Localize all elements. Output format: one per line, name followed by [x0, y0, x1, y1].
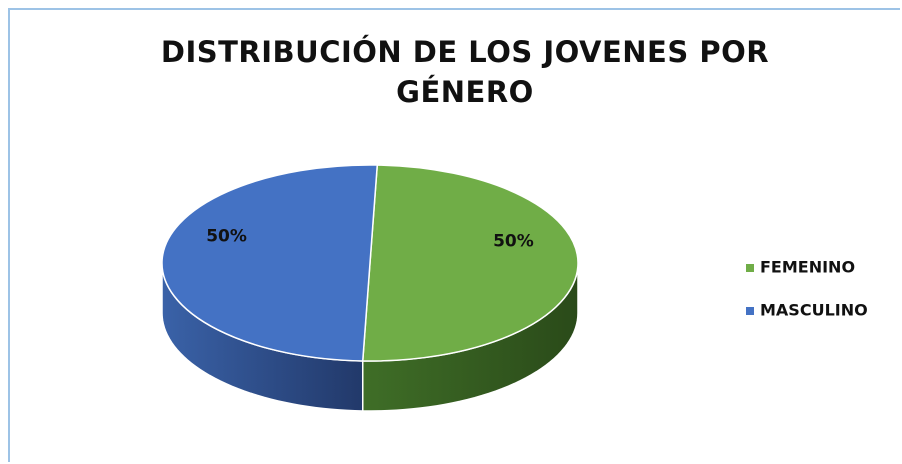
slice — [361, 164, 579, 362]
data-label: 50% — [493, 231, 534, 251]
slice — [161, 164, 379, 362]
chart-title: DISTRIBUCIÓN DE LOS JOVENES POR GÉNERO — [160, 35, 770, 109]
legend-swatch — [746, 264, 754, 272]
chart-frame — [8, 8, 900, 462]
legend-label: FEMENINO — [760, 258, 855, 277]
legend-label: MASCULINO — [760, 301, 868, 320]
legend-swatch — [746, 307, 754, 315]
data-label: 50% — [206, 227, 247, 247]
